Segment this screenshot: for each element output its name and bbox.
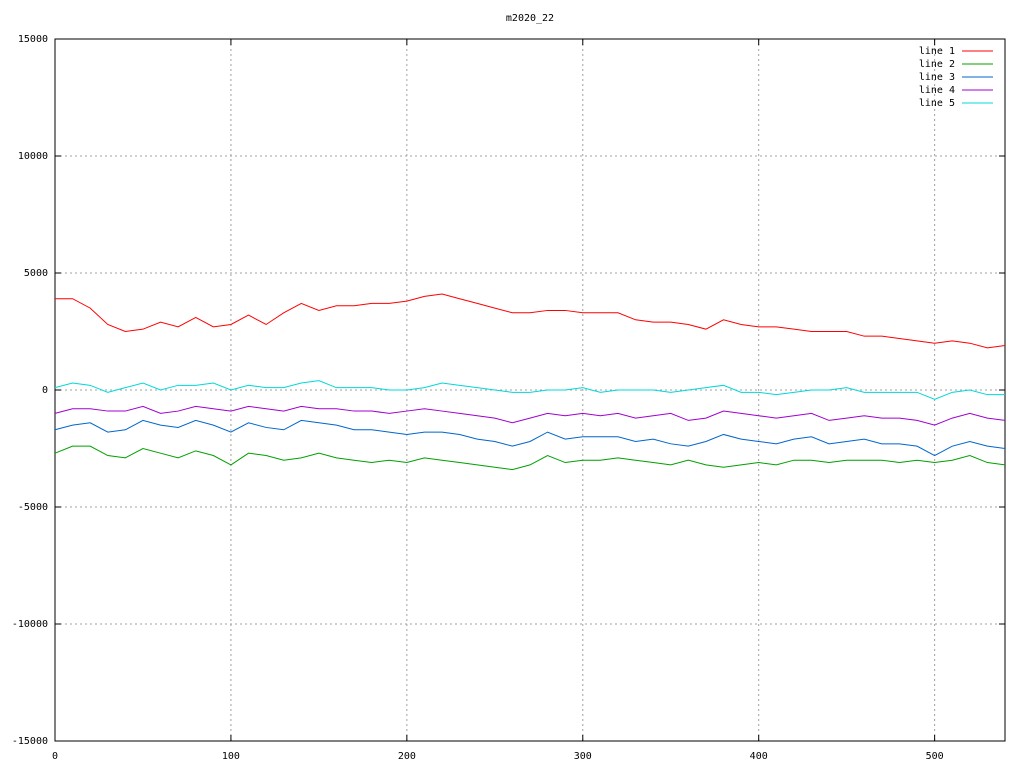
plot-border — [54, 38, 1006, 742]
y-tick-label: 5000 — [24, 268, 48, 279]
data-line — [54, 405, 1006, 426]
y-tick-label: 0 — [42, 385, 48, 396]
legend-label: line 5 — [919, 98, 955, 109]
x-tick-label: 300 — [574, 751, 592, 762]
data-line — [54, 380, 1005, 400]
x-tick-label: 200 — [398, 751, 416, 762]
y-tick-label: 15000 — [18, 34, 48, 45]
x-tick-label: 100 — [222, 751, 240, 762]
data-line — [55, 293, 1006, 349]
chart-title: m2020_22 — [506, 13, 554, 24]
y-tick-label: 10000 — [18, 151, 48, 162]
data-line — [54, 445, 1006, 471]
legend-label: line 4 — [919, 85, 955, 96]
legend-label: line 3 — [919, 72, 955, 83]
legend-label: line 2 — [919, 59, 955, 70]
y-tick-label: -15000 — [12, 736, 48, 747]
legend-label: line 1 — [919, 46, 955, 57]
x-tick-label: 0 — [52, 751, 58, 762]
data-line — [54, 419, 1006, 457]
x-tick-label: 500 — [926, 751, 944, 762]
x-tick-label: 400 — [750, 751, 768, 762]
y-tick-label: -10000 — [12, 619, 48, 630]
y-tick-label: -5000 — [18, 502, 48, 513]
